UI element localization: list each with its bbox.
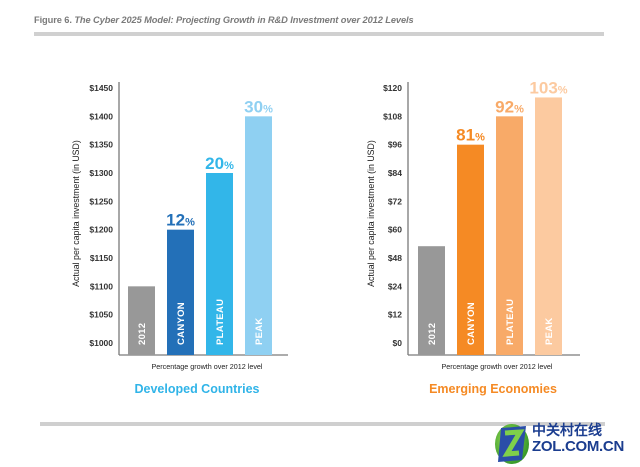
y-axis-title: Actual per capita investment (in USD) — [71, 140, 81, 287]
y-axis-title: Actual per capita investment (in USD) — [366, 140, 376, 287]
bar-growth-label: 12% — [166, 211, 195, 230]
bar-growth-label: 92% — [495, 97, 524, 116]
figure-label: Figure 6. — [34, 15, 72, 25]
bar-peak — [245, 116, 272, 355]
bar-category-label: 2012 — [427, 323, 438, 345]
chart-title: Developed Countries — [134, 382, 259, 396]
bar-category-label: CANYON — [466, 302, 477, 345]
y-tick-label: $1150 — [90, 253, 113, 263]
zol-watermark: 中关村在线 ZOL.COM.CN — [492, 418, 640, 467]
bar-growth-label: 30% — [244, 97, 273, 116]
bar-2012 — [418, 246, 445, 355]
zol-site-text: ZOL.COM.CN — [532, 438, 624, 455]
bar-category-label: PLATEAU — [215, 299, 226, 345]
bar-category-label: PLATEAU — [505, 299, 516, 345]
y-tick-label: $120 — [383, 83, 402, 93]
y-tick-label: $24 — [388, 281, 402, 291]
bar-category-label: PEAK — [544, 317, 555, 345]
bar-plateau — [206, 173, 233, 355]
figure-title: Figure 6. The Cyber 2025 Model: Projecti… — [34, 15, 414, 25]
bar-peak — [535, 97, 562, 355]
y-tick-label: $1050 — [89, 310, 113, 320]
y-tick-label: $60 — [388, 225, 402, 235]
bar-canyon — [457, 144, 484, 355]
bar-canyon — [167, 229, 194, 355]
zol-logo-icon — [495, 424, 529, 464]
y-tick-label: $72 — [388, 196, 402, 206]
y-tick-label: $84 — [388, 168, 402, 178]
y-tick-label: $1300 — [89, 168, 113, 178]
bottom-divider — [40, 422, 605, 426]
y-tick-label: $1350 — [89, 140, 113, 150]
y-tick-label: $1000 — [89, 338, 113, 348]
zol-chinese-text: 中关村在线 — [532, 423, 602, 439]
chart-title: Emerging Economies — [429, 382, 557, 396]
x-axis-title: Percentage growth over 2012 level — [441, 362, 552, 371]
y-tick-label: $1400 — [89, 111, 113, 121]
y-tick-label: $12 — [388, 310, 402, 320]
chart-0: $1000 $1050 $1100 $1150 $1200 $1250 $1300 $1350… — [71, 82, 288, 396]
chart-1: $0 $12 $24 $48 $60 $72 $84 $96 $108 $120 Actual pe… — [366, 78, 580, 396]
y-tick-label: $48 — [388, 253, 402, 263]
y-tick-label: $108 — [383, 111, 402, 121]
y-tick-label: $1200 — [89, 225, 113, 235]
y-tick-label: $0 — [393, 338, 403, 348]
y-tick-label: $1250 — [89, 196, 113, 206]
bar-growth-label: 20% — [205, 154, 234, 173]
bar-growth-label: 103% — [529, 78, 567, 97]
bar-2012 — [128, 286, 155, 355]
y-tick-label: $1100 — [90, 281, 113, 291]
bar-category-label: 2012 — [137, 323, 148, 345]
bar-category-label: PEAK — [254, 317, 265, 345]
bar-plateau — [496, 116, 523, 355]
bar-category-label: CANYON — [176, 302, 187, 345]
bar-growth-label: 81% — [456, 126, 485, 145]
x-axis-title: Percentage growth over 2012 level — [151, 362, 262, 371]
title-divider — [34, 32, 604, 36]
figure-caption: The Cyber 2025 Model: Projecting Growth … — [74, 15, 414, 25]
y-tick-label: $1450 — [89, 83, 113, 93]
y-tick-label: $96 — [388, 140, 402, 150]
